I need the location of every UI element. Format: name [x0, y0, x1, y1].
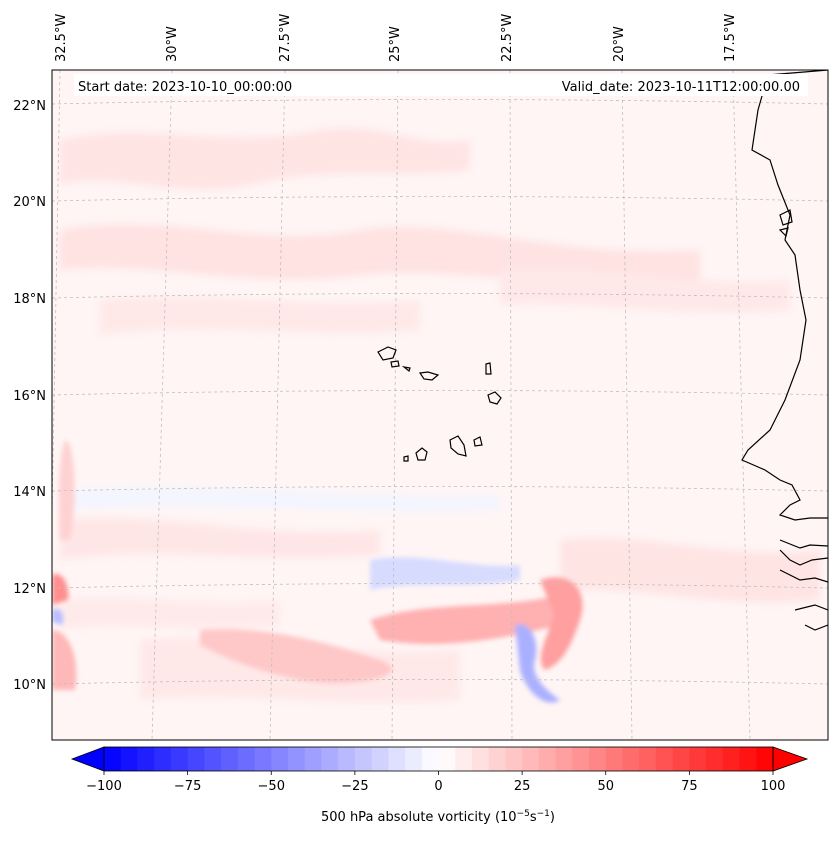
- island-sao-vicente: [390, 360, 400, 368]
- island-maio: [473, 436, 483, 447]
- colorbar-cell: [204, 747, 222, 771]
- colorbar-ticks: −100 −75 −50 −25 0 25 50 75 100: [86, 771, 785, 794]
- colorbar-cell: [187, 747, 205, 771]
- colorbar-cell: [471, 747, 490, 771]
- lat-labels: 22°N 20°N 18°N 16°N 14°N 12°N 10°N: [13, 99, 46, 693]
- island-santo-antao: [377, 346, 397, 361]
- colorbar-label-prefix: 500 hPa absolute vorticity (10: [321, 810, 517, 825]
- colorbar-label-mid: s: [530, 810, 537, 825]
- island-brava: [403, 455, 409, 462]
- lat-label: 18°N: [13, 292, 46, 307]
- africa-coast: [741, 70, 828, 521]
- colorbar-tick-label: 0: [434, 779, 442, 794]
- colorbar-tick-label: −50: [258, 779, 285, 794]
- lat-label: 16°N: [13, 389, 46, 404]
- lon-label: 22.5°W: [500, 14, 515, 62]
- colorbar-cell: [722, 747, 741, 771]
- colorbar-cell: [756, 747, 774, 771]
- colorbar-tick-label: 50: [597, 779, 614, 794]
- colorbar-cell: [388, 747, 406, 771]
- colorbar-cell: [271, 747, 289, 771]
- colorbar-cell: [689, 747, 707, 771]
- coastlines: [377, 70, 828, 631]
- colorbar-cell: [254, 747, 272, 771]
- colorbar-cell: [622, 747, 640, 771]
- colorbar-cell: [488, 747, 507, 771]
- gambia-coast: [779, 539, 828, 549]
- colorbar-tick-label: 100: [761, 779, 786, 794]
- colorbar-cell: [170, 747, 189, 771]
- island-santiago: [449, 435, 467, 457]
- colorbar-cell: [221, 747, 239, 771]
- colorbar-cell: [555, 747, 573, 771]
- lon-label: 25°W: [388, 26, 403, 62]
- lon-label: 17.5°W: [723, 14, 738, 62]
- lon-label: 30°W: [165, 26, 180, 62]
- colorbar-cell: [237, 747, 256, 771]
- valid-date: Valid_date: 2023-10-11T12:00:00.00: [562, 80, 800, 95]
- colorbar-cell: [421, 747, 440, 771]
- colorbar-cell: [505, 747, 523, 771]
- colorbar-tick-label: −25: [341, 779, 368, 794]
- colorbar-cell: [405, 747, 423, 771]
- colorbar-cells: [104, 747, 774, 771]
- colorbar-cell: [455, 747, 473, 771]
- lat-label: 12°N: [13, 582, 46, 597]
- colorbar-cell: [522, 747, 540, 771]
- colorbar-cell: [589, 747, 607, 771]
- colorbar: −100 −75 −50 −25 0 25 50 75 100 500 hPa absolute…: [70, 746, 809, 825]
- colorbar-cell: [287, 747, 306, 771]
- island-sal: [485, 362, 492, 375]
- lon-labels: 32.5°W 30°W 27.5°W 25°W 22.5°W 20°W 17.5…: [54, 14, 738, 62]
- colorbar-cell: [354, 747, 373, 771]
- colorbar-cell: [639, 747, 657, 771]
- lon-label: 20°W: [612, 26, 627, 62]
- lat-label: 10°N: [13, 678, 46, 693]
- guinea-coast: [779, 549, 828, 631]
- colorbar-cell: [655, 747, 674, 771]
- colorbar-cell: [154, 747, 172, 771]
- colorbar-tick-label: −75: [174, 779, 201, 794]
- colorbar-cell: [338, 747, 356, 771]
- island-sao-nicolau: [418, 371, 440, 381]
- colorbar-cell: [672, 747, 690, 771]
- lat-label: 14°N: [13, 485, 46, 500]
- field-strong-features: [52, 440, 583, 703]
- start-date: Start date: 2023-10-10_00:00:00: [78, 80, 292, 95]
- colorbar-cell: [605, 747, 624, 771]
- lat-label: 22°N: [13, 99, 46, 114]
- colorbar-cell: [438, 747, 456, 771]
- lon-label: 27.5°W: [278, 14, 293, 62]
- lon-label: 32.5°W: [54, 14, 69, 62]
- colorbar-extend-min: [70, 746, 105, 772]
- colorbar-cell: [120, 747, 139, 771]
- lat-label: 20°N: [13, 195, 46, 210]
- map-frame: [51, 69, 829, 741]
- island-santa-luzia: [401, 366, 411, 373]
- colorbar-label-suffix: ): [550, 810, 555, 825]
- colorbar-label-exp1: −5: [517, 809, 530, 819]
- colorbar-cell: [371, 747, 389, 771]
- date-band: [74, 74, 808, 96]
- colorbar-cell: [104, 747, 122, 771]
- colorbar-cell: [706, 747, 724, 771]
- colorbar-cell: [538, 747, 557, 771]
- vorticity-field: [52, 70, 828, 740]
- colorbar-cell: [304, 747, 323, 771]
- island-fogo: [415, 447, 428, 461]
- canary-fragments: [778, 209, 793, 238]
- colorbar-extend-max: [772, 746, 809, 772]
- colorbar-label-exp2: −1: [537, 809, 550, 819]
- island-boa-vista: [487, 391, 502, 405]
- colorbar-tick-label: 25: [514, 779, 531, 794]
- colorbar-tick-label: 75: [681, 779, 698, 794]
- colorbar-tick-label: −100: [86, 779, 122, 794]
- colorbar-cell: [321, 747, 339, 771]
- graticule: [52, 70, 828, 740]
- colorbar-cell: [739, 747, 757, 771]
- colorbar-label: 500 hPa absolute vorticity (10−5s−1): [321, 809, 555, 825]
- colorbar-cell: [137, 747, 155, 771]
- colorbar-cell: [572, 747, 590, 771]
